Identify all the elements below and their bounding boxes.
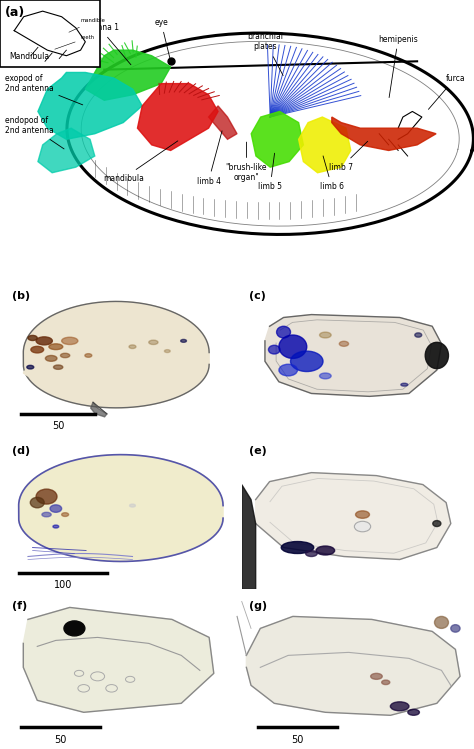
Text: (f): (f) xyxy=(12,601,27,611)
Ellipse shape xyxy=(36,337,52,345)
Ellipse shape xyxy=(49,344,63,350)
Ellipse shape xyxy=(164,350,170,353)
Ellipse shape xyxy=(401,383,408,386)
Ellipse shape xyxy=(46,356,57,361)
Polygon shape xyxy=(246,616,460,715)
Text: 50: 50 xyxy=(55,735,67,745)
Ellipse shape xyxy=(291,351,323,372)
Ellipse shape xyxy=(281,542,314,554)
Polygon shape xyxy=(265,315,441,396)
Ellipse shape xyxy=(36,489,57,504)
Text: 100: 100 xyxy=(54,580,72,590)
Text: Mandibula: Mandibula xyxy=(9,52,50,61)
Polygon shape xyxy=(85,50,171,100)
Polygon shape xyxy=(251,112,303,167)
Text: limb 4: limb 4 xyxy=(197,131,222,186)
Text: mandible: mandible xyxy=(69,18,105,32)
Text: teeth: teeth xyxy=(55,35,95,49)
Ellipse shape xyxy=(50,505,62,512)
Ellipse shape xyxy=(425,342,448,369)
Ellipse shape xyxy=(415,333,422,337)
Ellipse shape xyxy=(31,346,44,353)
Text: exopod of
2nd antenna: exopod of 2nd antenna xyxy=(5,74,83,105)
Text: (c): (c) xyxy=(249,291,265,301)
Text: eye: eye xyxy=(154,18,170,58)
Text: mandibula: mandibula xyxy=(103,141,178,183)
Ellipse shape xyxy=(279,335,307,359)
Ellipse shape xyxy=(30,497,44,508)
Ellipse shape xyxy=(306,551,317,557)
Polygon shape xyxy=(242,485,255,589)
Ellipse shape xyxy=(391,702,409,711)
Ellipse shape xyxy=(408,709,419,715)
Ellipse shape xyxy=(339,342,348,346)
Text: hemipenis: hemipenis xyxy=(378,34,418,97)
Polygon shape xyxy=(18,455,223,562)
Ellipse shape xyxy=(61,354,70,358)
Bar xyxy=(0,0,100,67)
Ellipse shape xyxy=(85,354,92,357)
Ellipse shape xyxy=(54,365,63,369)
Ellipse shape xyxy=(451,625,460,632)
Ellipse shape xyxy=(371,673,382,679)
Text: "brush-like
organ": "brush-like organ" xyxy=(226,142,267,183)
Polygon shape xyxy=(255,473,451,560)
Text: (a): (a) xyxy=(5,5,25,19)
Ellipse shape xyxy=(181,339,186,342)
Ellipse shape xyxy=(355,522,371,531)
Ellipse shape xyxy=(319,332,331,338)
Text: limb 6: limb 6 xyxy=(320,156,344,191)
Ellipse shape xyxy=(149,340,158,345)
Ellipse shape xyxy=(319,373,331,379)
Text: limb 5: limb 5 xyxy=(258,154,282,191)
Text: antenna 1: antenna 1 xyxy=(80,23,131,64)
Text: furca: furca xyxy=(428,73,465,109)
Polygon shape xyxy=(23,356,42,376)
Polygon shape xyxy=(38,73,142,139)
Text: endopod of
2nd antenna: endopod of 2nd antenna xyxy=(5,115,64,149)
Ellipse shape xyxy=(62,512,69,517)
Text: (g): (g) xyxy=(249,601,267,611)
Text: limb 7: limb 7 xyxy=(329,142,368,172)
Ellipse shape xyxy=(435,616,448,628)
Polygon shape xyxy=(23,301,209,408)
Ellipse shape xyxy=(27,366,34,369)
Text: (b): (b) xyxy=(12,291,30,301)
Ellipse shape xyxy=(129,504,136,507)
Polygon shape xyxy=(38,128,95,173)
Ellipse shape xyxy=(279,364,298,376)
Ellipse shape xyxy=(129,345,136,348)
Ellipse shape xyxy=(62,337,78,345)
Text: 50: 50 xyxy=(292,735,304,745)
Polygon shape xyxy=(332,117,436,151)
Ellipse shape xyxy=(316,546,335,555)
Polygon shape xyxy=(23,607,214,712)
Ellipse shape xyxy=(53,525,59,528)
Polygon shape xyxy=(91,402,107,416)
Ellipse shape xyxy=(64,621,85,636)
Polygon shape xyxy=(299,117,351,173)
Ellipse shape xyxy=(28,336,37,341)
Polygon shape xyxy=(209,106,237,139)
Ellipse shape xyxy=(268,345,280,354)
Text: 50: 50 xyxy=(52,421,64,431)
Text: (e): (e) xyxy=(249,446,266,455)
Text: (d): (d) xyxy=(12,446,30,455)
Ellipse shape xyxy=(356,511,370,518)
Ellipse shape xyxy=(42,512,51,517)
Polygon shape xyxy=(137,84,218,151)
Text: branchial
plates: branchial plates xyxy=(247,32,283,76)
Ellipse shape xyxy=(382,680,390,685)
Ellipse shape xyxy=(277,327,291,338)
Ellipse shape xyxy=(433,521,441,527)
